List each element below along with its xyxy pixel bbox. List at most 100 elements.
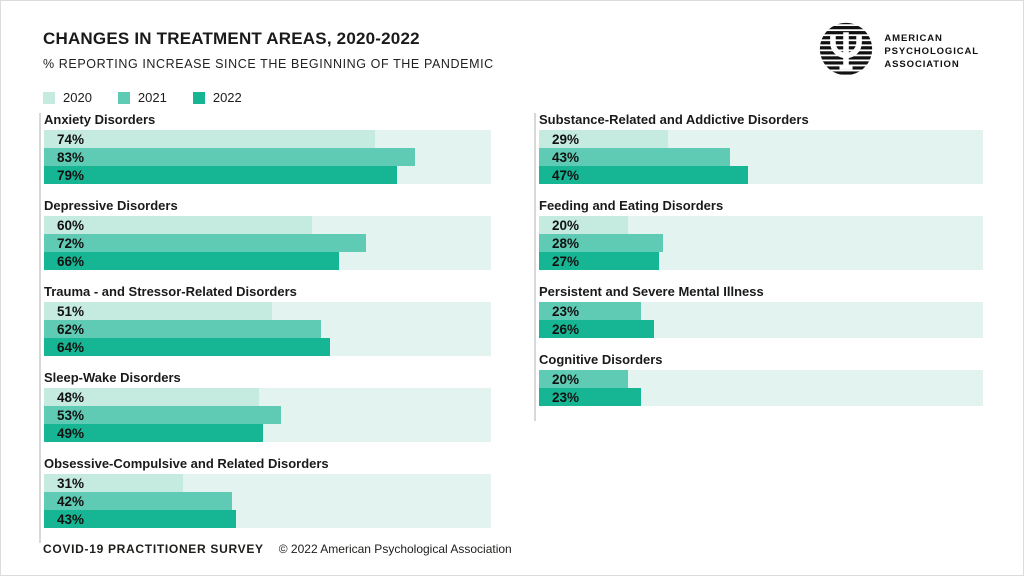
bar-value-label: 42% [57, 493, 85, 509]
bar-2020: 74% [44, 130, 375, 148]
page-title: CHANGES IN TREATMENT AREAS, 2020-2022 [43, 29, 420, 48]
chart-title: Obsessive-Compulsive and Related Disorde… [44, 456, 329, 471]
bar-track: 31% [44, 474, 491, 492]
bar-value-label: 62% [57, 321, 85, 337]
bar-value-label: 31% [57, 475, 85, 491]
footer-survey-label: COVID-19 PRACTITIONER SURVEY [43, 542, 264, 556]
bar-track: 20% [539, 370, 983, 388]
bar-value-label: 47% [552, 167, 580, 183]
bar-value-label: 23% [552, 389, 580, 405]
chart-block-obsessive-compulsive-disorders: Obsessive-Compulsive and Related Disorde… [44, 457, 491, 528]
bar-value-label: 48% [57, 389, 85, 405]
chart-title: Feeding and Eating Disorders [539, 198, 724, 213]
bar-track: 43% [539, 148, 983, 166]
bar-track: 51% [44, 302, 491, 320]
bar-track: 53% [44, 406, 491, 424]
bar-value-label: 53% [57, 407, 85, 423]
bar-value-label: 43% [57, 511, 85, 527]
bar-track: 20% [539, 216, 983, 234]
bar-value-label: 66% [57, 253, 85, 269]
bar-value-label: 20% [552, 371, 580, 387]
bar-2022: 64% [44, 338, 331, 356]
chart-block-substance-disorders: Substance-Related and Addictive Disorder… [539, 113, 983, 184]
bar-track: 60% [44, 216, 491, 234]
bar-track: 42% [44, 492, 491, 510]
chart-title: Depressive Disorders [44, 198, 178, 213]
bar-2022: 27% [539, 252, 659, 270]
bar-2021: 72% [44, 234, 366, 252]
apa-psi-circle-icon [818, 21, 874, 82]
bar-track: 79% [44, 166, 491, 184]
bar-2020: 48% [44, 388, 259, 406]
bar-track: 47% [539, 166, 983, 184]
bar-2022: 49% [44, 424, 264, 442]
bar-value-label: 43% [552, 149, 580, 165]
bar-2020: 31% [44, 474, 183, 492]
bar-2022: 43% [44, 510, 237, 528]
bar-value-label: 60% [57, 217, 85, 233]
bar-track: 66% [44, 252, 491, 270]
chart-title: Persistent and Severe Mental Illness [539, 284, 764, 299]
bar-2021: 42% [44, 492, 232, 510]
legend-label-2021: 2021 [137, 90, 167, 105]
bar-track: 43% [44, 510, 491, 528]
bar-2020: 20% [539, 216, 628, 234]
bar-value-label: 28% [552, 235, 580, 251]
bar-value-label: 23% [552, 303, 580, 319]
bar-track: 29% [539, 130, 983, 148]
bar-2022: 47% [539, 166, 748, 184]
bar-value-label: 49% [57, 425, 85, 441]
legend-swatch-2021-icon [117, 91, 130, 104]
footer: COVID-19 PRACTITIONER SURVEY © 2022 Amer… [43, 542, 512, 556]
apa-logo: AMERICAN PSYCHOLOGICAL ASSOCIATION [818, 21, 979, 82]
bar-2021: 43% [539, 148, 730, 166]
chart-title: Cognitive Disorders [539, 352, 663, 367]
bar-2021: 53% [44, 406, 281, 424]
bar-value-label: 20% [552, 217, 580, 233]
bar-track: 23% [539, 388, 983, 406]
bar-2020: 60% [44, 216, 313, 234]
bar-value-label: 83% [57, 149, 85, 165]
chart-column-left: Anxiety Disorders 74% 83% 79% Depressive… [39, 113, 491, 543]
bar-value-label: 27% [552, 253, 580, 269]
bar-value-label: 79% [57, 167, 85, 183]
legend-swatch-2022-icon [192, 91, 205, 104]
bar-2021: 62% [44, 320, 322, 338]
header: CHANGES IN TREATMENT AREAS, 2020-2022 % … [43, 29, 494, 71]
bar-value-label: 72% [57, 235, 85, 251]
bar-track: 28% [539, 234, 983, 252]
chart-block-sleep-wake-disorders: Sleep-Wake Disorders 48% 53% 49% [44, 371, 491, 442]
bar-track: 83% [44, 148, 491, 166]
apa-logo-text: AMERICAN PSYCHOLOGICAL ASSOCIATION [884, 32, 979, 71]
chart-block-depressive-disorders: Depressive Disorders 60% 72% 66% [44, 199, 491, 270]
bar-2021: 28% [539, 234, 664, 252]
bar-track: 23% [539, 302, 983, 320]
chart-title: Substance-Related and Addictive Disorder… [539, 112, 809, 127]
bar-value-label: 64% [57, 339, 85, 355]
bar-value-label: 26% [552, 321, 580, 337]
bar-track: 48% [44, 388, 491, 406]
bar-track: 64% [44, 338, 491, 356]
bar-value-label: 74% [57, 131, 85, 147]
bar-2022: 26% [539, 320, 655, 338]
footer-copyright: © 2022 American Psychological Associatio… [278, 542, 512, 556]
bar-2021: 23% [539, 302, 642, 320]
bar-2020: 51% [44, 302, 272, 320]
apa-logo-line3: ASSOCIATION [884, 59, 960, 70]
chart-block-cognitive-disorders: Cognitive Disorders 20% 23% [539, 353, 983, 406]
chart-title: Sleep-Wake Disorders [44, 370, 181, 385]
bar-track: 62% [44, 320, 491, 338]
page-subtitle: % REPORTING INCREASE SINCE THE BEGINNING… [43, 57, 494, 71]
bar-value-label: 51% [57, 303, 85, 319]
bar-2022: 79% [44, 166, 398, 184]
chart-block-trauma-stressor-disorders: Trauma - and Stressor-Related Disorders … [44, 285, 491, 356]
bar-2020: 29% [539, 130, 668, 148]
apa-logo-line1: AMERICAN [884, 33, 943, 44]
bar-track: 27% [539, 252, 983, 270]
bar-track: 74% [44, 130, 491, 148]
bar-2021: 83% [44, 148, 415, 166]
legend-swatch-2020-icon [43, 91, 55, 104]
bar-2022: 66% [44, 252, 340, 270]
legend: 2020 2021 2022 [43, 90, 242, 105]
